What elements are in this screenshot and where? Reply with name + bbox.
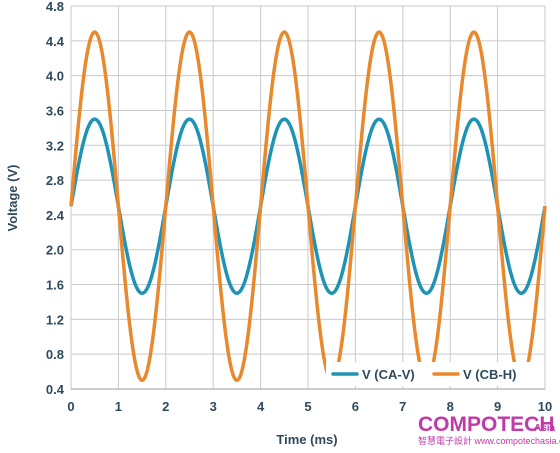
x-tick-label: 2 [162, 399, 169, 414]
watermark: COMPOTECH Asia 智慧電子設計 www.compotechasia.… [418, 413, 560, 446]
legend-background [326, 362, 536, 386]
watermark-brand-sub: Asia [534, 423, 556, 434]
x-tick-label: 5 [304, 399, 311, 414]
legend-label-ca-v: V (CA-V) [362, 367, 415, 382]
y-axis-title: Voltage (V) [5, 165, 20, 232]
watermark-brand: COMPOTECH [418, 413, 555, 436]
y-tick-label: 4.0 [46, 69, 64, 84]
y-tick-label: 2.4 [46, 208, 65, 223]
y-tick-label: 0.4 [46, 382, 65, 397]
y-tick-label: 3.2 [46, 138, 64, 153]
series-line-cb-h [69, 30, 547, 383]
x-tick-label: 9 [494, 399, 501, 414]
y-tick-label: 1.6 [46, 278, 64, 293]
y-tick-labels: 0.4 0.8 1.2 1.6 2.0 2.4 2.8 3.2 3.6 4.0 4.4 4.8 [46, 0, 65, 397]
y-tick-label: 1.2 [46, 312, 64, 327]
x-tick-label: 0 [67, 399, 74, 414]
y-tick-label: 3.6 [46, 103, 64, 118]
y-tick-label: 2.0 [46, 243, 64, 258]
x-tick-label: 6 [352, 399, 359, 414]
x-tick-label: 3 [210, 399, 217, 414]
grid-lines [70, 5, 546, 390]
series-layer [69, 30, 547, 383]
y-tick-label: 4.4 [46, 34, 65, 49]
x-tick-label: 1 [115, 399, 122, 414]
watermark-tagline: 智慧電子設計 www.compotechasia.com [418, 435, 560, 446]
y-tick-label: 0.8 [46, 347, 64, 362]
x-tick-label: 10 [538, 399, 552, 414]
x-tick-label: 4 [257, 399, 265, 414]
legend: V (CA-V) V (CB-H) [326, 362, 536, 386]
x-axis-title: Time (ms) [276, 432, 337, 447]
y-tick-label: 2.8 [46, 173, 64, 188]
y-tick-label: 4.8 [46, 0, 64, 14]
x-tick-labels: 0 1 2 3 4 5 6 7 8 9 10 [67, 399, 552, 414]
legend-label-cb-h: V (CB-H) [463, 367, 516, 382]
x-tick-label: 7 [399, 399, 406, 414]
x-tick-label: 8 [447, 399, 454, 414]
